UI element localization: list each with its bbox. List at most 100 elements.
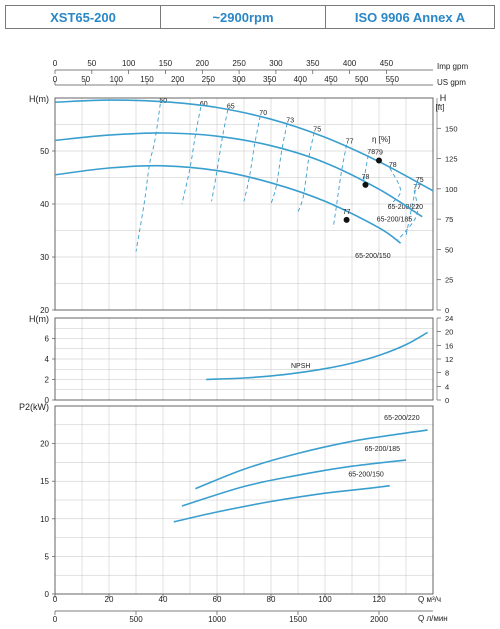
x-m3h-tick-label: 20 bbox=[105, 595, 114, 604]
head-ylabel-right: H bbox=[440, 93, 447, 103]
imp-gpm-tick-label: 50 bbox=[87, 59, 96, 68]
head-ytick-label: 50 bbox=[40, 147, 49, 156]
head-curve-label: 65-200/220 bbox=[388, 204, 424, 211]
imp-gpm-tick-label: 0 bbox=[53, 59, 58, 68]
efficiency-line bbox=[332, 144, 348, 228]
speed-title: ~2900rpm bbox=[161, 6, 326, 28]
efficiency-label: 78 bbox=[367, 149, 375, 156]
head-curve bbox=[54, 99, 434, 192]
head-curve-label: 65-200/150 bbox=[355, 253, 391, 260]
efficiency-line bbox=[181, 106, 202, 205]
efficiency-label: 75 bbox=[313, 126, 321, 133]
npsh-ytick-label: 6 bbox=[45, 335, 50, 344]
x-lmin-tick-label: 500 bbox=[129, 615, 143, 624]
power-ytick-label: 5 bbox=[45, 552, 50, 561]
imp-gpm-tick-label: 100 bbox=[122, 59, 136, 68]
imp-gpm-tick-label: 300 bbox=[269, 59, 283, 68]
bep-label: 78 bbox=[362, 174, 370, 181]
imp-gpm-tick-label: 250 bbox=[232, 59, 246, 68]
power-curve-label: 65-200/220 bbox=[384, 415, 420, 422]
us-gpm-tick-label: 450 bbox=[324, 75, 338, 84]
head-ytick-label: 20 bbox=[40, 306, 49, 315]
us-gpm-tick-label: 150 bbox=[140, 75, 154, 84]
x-m3h-tick-label: 0 bbox=[53, 595, 58, 604]
efficiency-line bbox=[297, 132, 315, 213]
head-ytick-right-label: 100 bbox=[445, 185, 458, 194]
efficiency-line bbox=[397, 190, 419, 241]
efficiency-label: 75 bbox=[416, 177, 424, 184]
efficiency-axis-label: η [%] bbox=[372, 135, 390, 144]
head-ytick-right-label: 150 bbox=[445, 124, 458, 133]
bep-label: 77 bbox=[343, 209, 351, 216]
efficiency-label: 70 bbox=[259, 110, 267, 117]
us-gpm-tick-label: 350 bbox=[263, 75, 277, 84]
efficiency-line bbox=[270, 123, 288, 205]
efficiency-label: 60 bbox=[200, 101, 208, 108]
bep-point bbox=[362, 181, 369, 188]
power-curve bbox=[173, 484, 390, 523]
bep-point bbox=[376, 157, 382, 164]
head-ylabel-right-unit: [ft] bbox=[436, 103, 445, 112]
power-curve-label: 65-200/185 bbox=[365, 446, 401, 453]
imp-gpm-label: Imp gpm bbox=[437, 62, 468, 71]
efficiency-label: 77 bbox=[346, 139, 354, 146]
us-gpm-tick-label: 250 bbox=[202, 75, 216, 84]
npsh-ytick-right-label: 16 bbox=[445, 341, 453, 350]
head-curve-label: 65-200/185 bbox=[377, 217, 413, 224]
efficiency-label: 65 bbox=[227, 104, 235, 111]
power-ytick-label: 0 bbox=[45, 590, 50, 599]
bep-label: 79 bbox=[375, 150, 383, 157]
x-m3h-tick-label: 60 bbox=[213, 595, 222, 604]
head-ytick-label: 30 bbox=[40, 253, 49, 262]
x-m3h-tick-label: 80 bbox=[267, 595, 276, 604]
npsh-curve bbox=[206, 331, 428, 381]
head-ylabel: H(m) bbox=[29, 94, 49, 104]
npsh-ytick-label: 4 bbox=[45, 355, 50, 364]
imp-gpm-tick-label: 150 bbox=[159, 59, 173, 68]
us-gpm-tick-label: 400 bbox=[294, 75, 308, 84]
power-curve-label: 65-200/150 bbox=[348, 472, 384, 479]
us-gpm-tick-label: 550 bbox=[386, 75, 400, 84]
x-lmin-tick-label: 1000 bbox=[208, 615, 226, 624]
us-gpm-tick-label: 500 bbox=[355, 75, 369, 84]
npsh-ytick-label: 0 bbox=[45, 396, 50, 405]
standard-title: ISO 9906 Annex A bbox=[354, 9, 466, 25]
npsh-ytick-right-label: 0 bbox=[445, 396, 449, 405]
x-lmin-tick-label: 0 bbox=[53, 615, 58, 624]
imp-gpm-tick-label: 400 bbox=[343, 59, 357, 68]
imp-gpm-tick-label: 200 bbox=[196, 59, 210, 68]
head-ytick-label: 40 bbox=[40, 200, 49, 209]
x-m3h-tick-label: 40 bbox=[159, 595, 168, 604]
head-ytick-right-label: 0 bbox=[445, 306, 449, 315]
x-m3h-tick-label: 100 bbox=[318, 595, 332, 604]
header-bar: XST65-200 ~2900rpm ISO 9906 Annex A bbox=[5, 5, 495, 29]
npsh-ytick-right-label: 12 bbox=[445, 355, 453, 364]
power-ytick-label: 15 bbox=[40, 477, 49, 486]
imp-gpm-tick-label: 450 bbox=[380, 59, 394, 68]
us-gpm-tick-label: 300 bbox=[232, 75, 246, 84]
power-ytick-label: 20 bbox=[40, 440, 49, 449]
us-gpm-tick-label: 100 bbox=[110, 75, 124, 84]
power-ytick-label: 10 bbox=[40, 515, 49, 524]
x-lmin-tick-label: 1500 bbox=[289, 615, 307, 624]
efficiency-label: 73 bbox=[286, 117, 294, 124]
power-curve bbox=[195, 429, 428, 490]
x-m3h-label: Q м³/ч bbox=[418, 595, 441, 604]
bep-point bbox=[343, 216, 350, 223]
head-curve bbox=[54, 164, 402, 244]
x-lmin-tick-label: 2000 bbox=[370, 615, 388, 624]
head-ytick-right-label: 125 bbox=[445, 155, 458, 164]
npsh-ytick-right-label: 24 bbox=[445, 314, 453, 323]
us-gpm-tick-label: 50 bbox=[81, 75, 90, 84]
head-ytick-right-label: 50 bbox=[445, 245, 453, 254]
npsh-ylabel: H(m) bbox=[29, 314, 49, 324]
power-curve bbox=[181, 459, 407, 507]
model-title: XST65-200 bbox=[6, 6, 161, 28]
head-ytick-right-label: 25 bbox=[445, 276, 453, 285]
x-m3h-tick-label: 120 bbox=[372, 595, 386, 604]
imp-gpm-tick-label: 350 bbox=[306, 59, 320, 68]
npsh-curve-label: NPSH bbox=[291, 363, 310, 370]
npsh-ytick-right-label: 4 bbox=[445, 382, 449, 391]
power-ylabel: P2(kW) bbox=[19, 402, 49, 412]
efficiency-line bbox=[211, 109, 229, 202]
